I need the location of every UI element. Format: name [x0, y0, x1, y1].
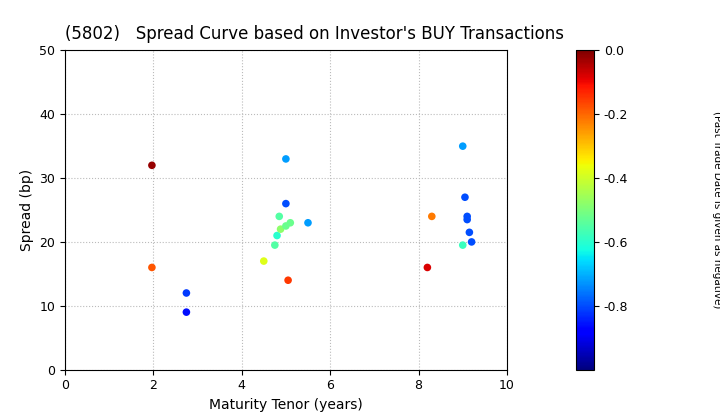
Point: [462, 213, 473, 220]
Point: [181, 290, 192, 297]
Point: [284, 219, 296, 226]
Point: [282, 277, 294, 284]
Y-axis label: Spread (bp): Spread (bp): [19, 169, 34, 251]
Point: [280, 200, 292, 207]
Point: [426, 213, 438, 220]
Point: [457, 242, 469, 249]
Text: (5802)   Spread Curve based on Investor's BUY Transactions: (5802) Spread Curve based on Investor's …: [65, 25, 564, 43]
Point: [181, 309, 192, 315]
Point: [146, 264, 158, 271]
Point: [271, 232, 283, 239]
Point: [457, 143, 469, 150]
Point: [466, 239, 477, 245]
Point: [269, 242, 281, 249]
Point: [274, 213, 285, 220]
Y-axis label: Time in years between 5/2/2025 and Trade Date
(Past Trade Date is given as negat: Time in years between 5/2/2025 and Trade…: [711, 84, 720, 336]
Point: [146, 162, 158, 169]
Point: [280, 155, 292, 162]
Point: [258, 258, 269, 265]
Point: [275, 226, 287, 233]
Point: [280, 223, 292, 229]
Point: [462, 216, 473, 223]
Point: [302, 219, 314, 226]
Point: [459, 194, 471, 201]
Point: [422, 264, 433, 271]
Point: [464, 229, 475, 236]
X-axis label: Maturity Tenor (years): Maturity Tenor (years): [209, 398, 363, 412]
